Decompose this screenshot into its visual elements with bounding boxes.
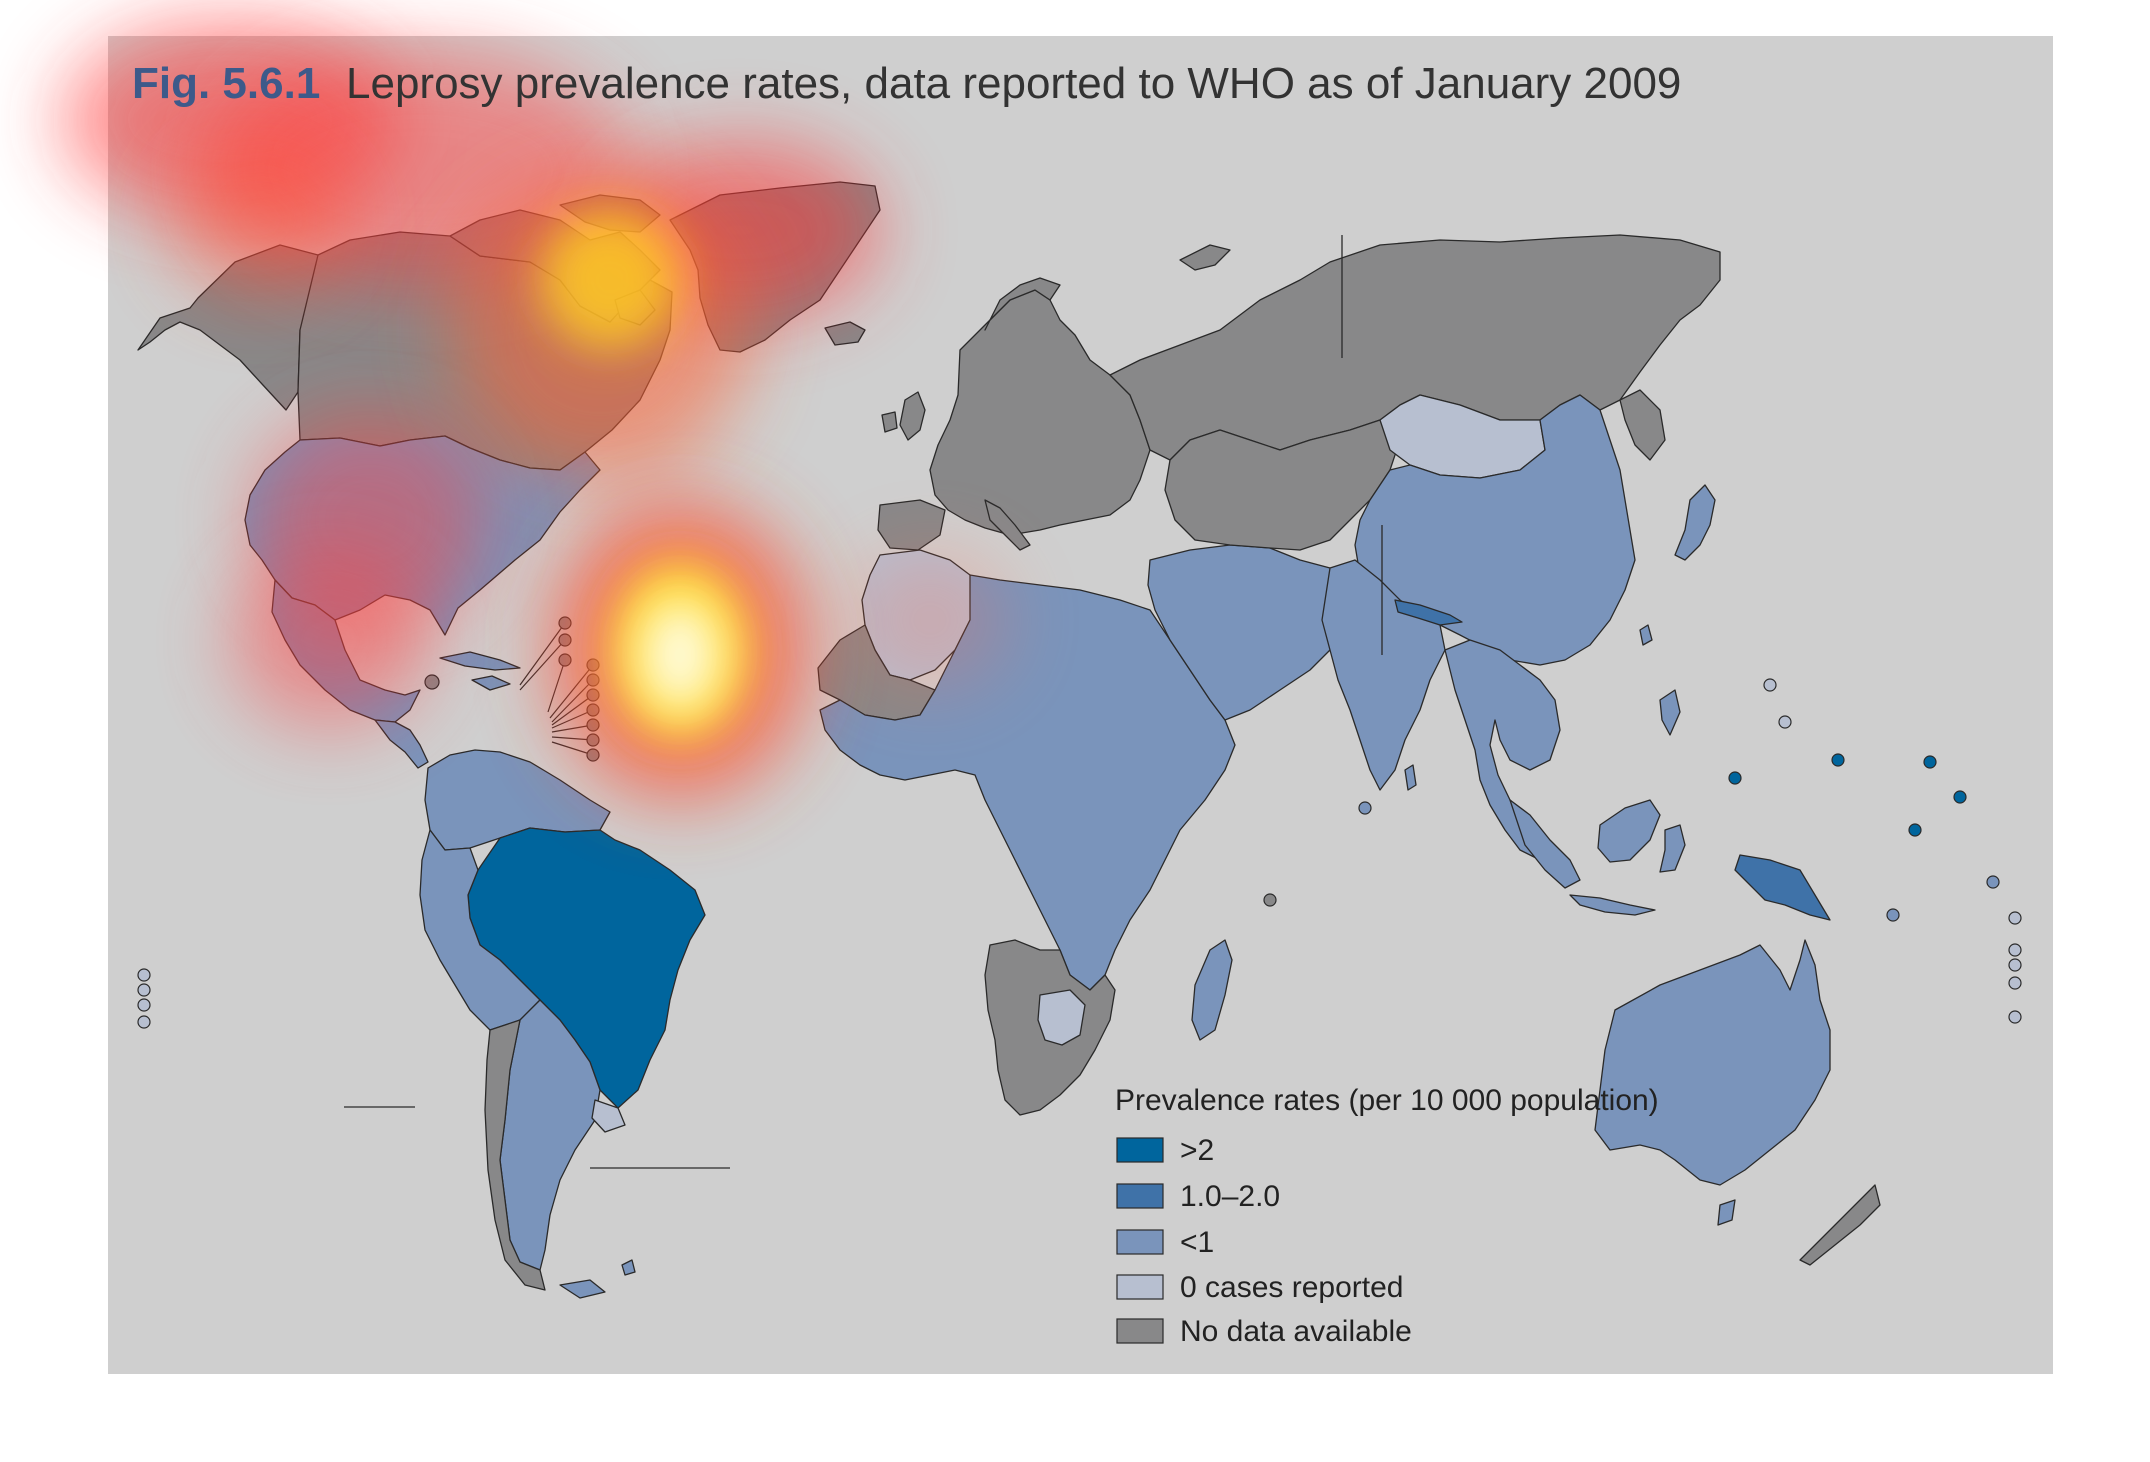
figure-number: Fig. 5.6.1 <box>132 59 320 108</box>
left-island-cluster <box>137 968 151 1029</box>
pacific-island-cluster <box>2008 911 2022 1024</box>
legend-swatch-lt1 <box>1116 1229 1164 1255</box>
region-madagascar <box>1191 939 1233 1041</box>
island-marker <box>1358 801 1372 815</box>
region-java <box>1569 894 1656 916</box>
region-central-america <box>374 719 429 769</box>
legend: Prevalence rates (per 10 000 population)… <box>1115 1084 1659 1348</box>
island-marker <box>1831 753 1845 767</box>
region-southeast-asia <box>1444 639 1561 861</box>
legend-label-no-data: No data available <box>1180 1315 1412 1348</box>
region-japan <box>1674 484 1716 561</box>
region-scandinavia <box>984 277 1061 331</box>
region-uruguay <box>591 1099 626 1133</box>
island-marker <box>1728 771 1742 785</box>
region-europe <box>929 289 1151 536</box>
region-italy <box>984 499 1031 551</box>
region-sri-lanka <box>1404 764 1417 791</box>
legend-label-lt1: <1 <box>1180 1226 1214 1259</box>
legend-title: Prevalence rates (per 10 000 population) <box>1115 1084 1659 1117</box>
region-australia <box>1594 939 1831 1186</box>
legend-label-gt2: >2 <box>1180 1134 1214 1167</box>
legend-label-1to2: 1.0–2.0 <box>1180 1180 1280 1213</box>
region-iberia <box>877 499 946 551</box>
region-taiwan <box>1639 624 1653 646</box>
region-sumatra <box>1509 799 1581 889</box>
region-sulawesi <box>1659 824 1686 873</box>
legend-swatch-zero <box>1116 1274 1164 1300</box>
region-hispaniola <box>471 675 511 691</box>
figure-title: Leprosy prevalence rates, data reported … <box>346 59 1681 108</box>
region-papua-new-guinea <box>1734 854 1831 921</box>
region-cuba <box>439 651 521 671</box>
region-tierra-del-fuego <box>559 1279 606 1299</box>
region-russia-east-tip <box>1619 389 1666 461</box>
region-south-africa-zero <box>1037 989 1086 1046</box>
region-new-zealand <box>1799 1184 1881 1266</box>
island-marker <box>1263 893 1277 907</box>
region-tasmania <box>1717 1199 1736 1226</box>
region-falklands <box>621 1259 636 1276</box>
island-marker <box>1763 678 1777 692</box>
island-marker <box>1778 715 1792 729</box>
region-ireland <box>881 411 898 433</box>
region-chile <box>484 1019 546 1291</box>
island-marker <box>1986 875 2000 889</box>
island-marker <box>1886 908 1900 922</box>
region-iceland <box>824 321 866 346</box>
island-marker <box>1923 755 1937 769</box>
legend-swatch-gt2 <box>1116 1137 1164 1163</box>
region-novaya-zemlya <box>1179 244 1231 271</box>
island-marker <box>1953 790 1967 804</box>
legend-swatch-no-data <box>1116 1318 1164 1344</box>
island-marker <box>1908 823 1922 837</box>
region-philippines <box>1659 689 1681 736</box>
legend-label-zero: 0 cases reported <box>1180 1271 1403 1304</box>
region-uk <box>899 391 926 441</box>
region-borneo <box>1597 799 1661 863</box>
heatmap-overlay <box>60 20 1010 800</box>
region-nepal <box>1394 599 1463 626</box>
legend-swatch-1to2 <box>1116 1183 1164 1209</box>
